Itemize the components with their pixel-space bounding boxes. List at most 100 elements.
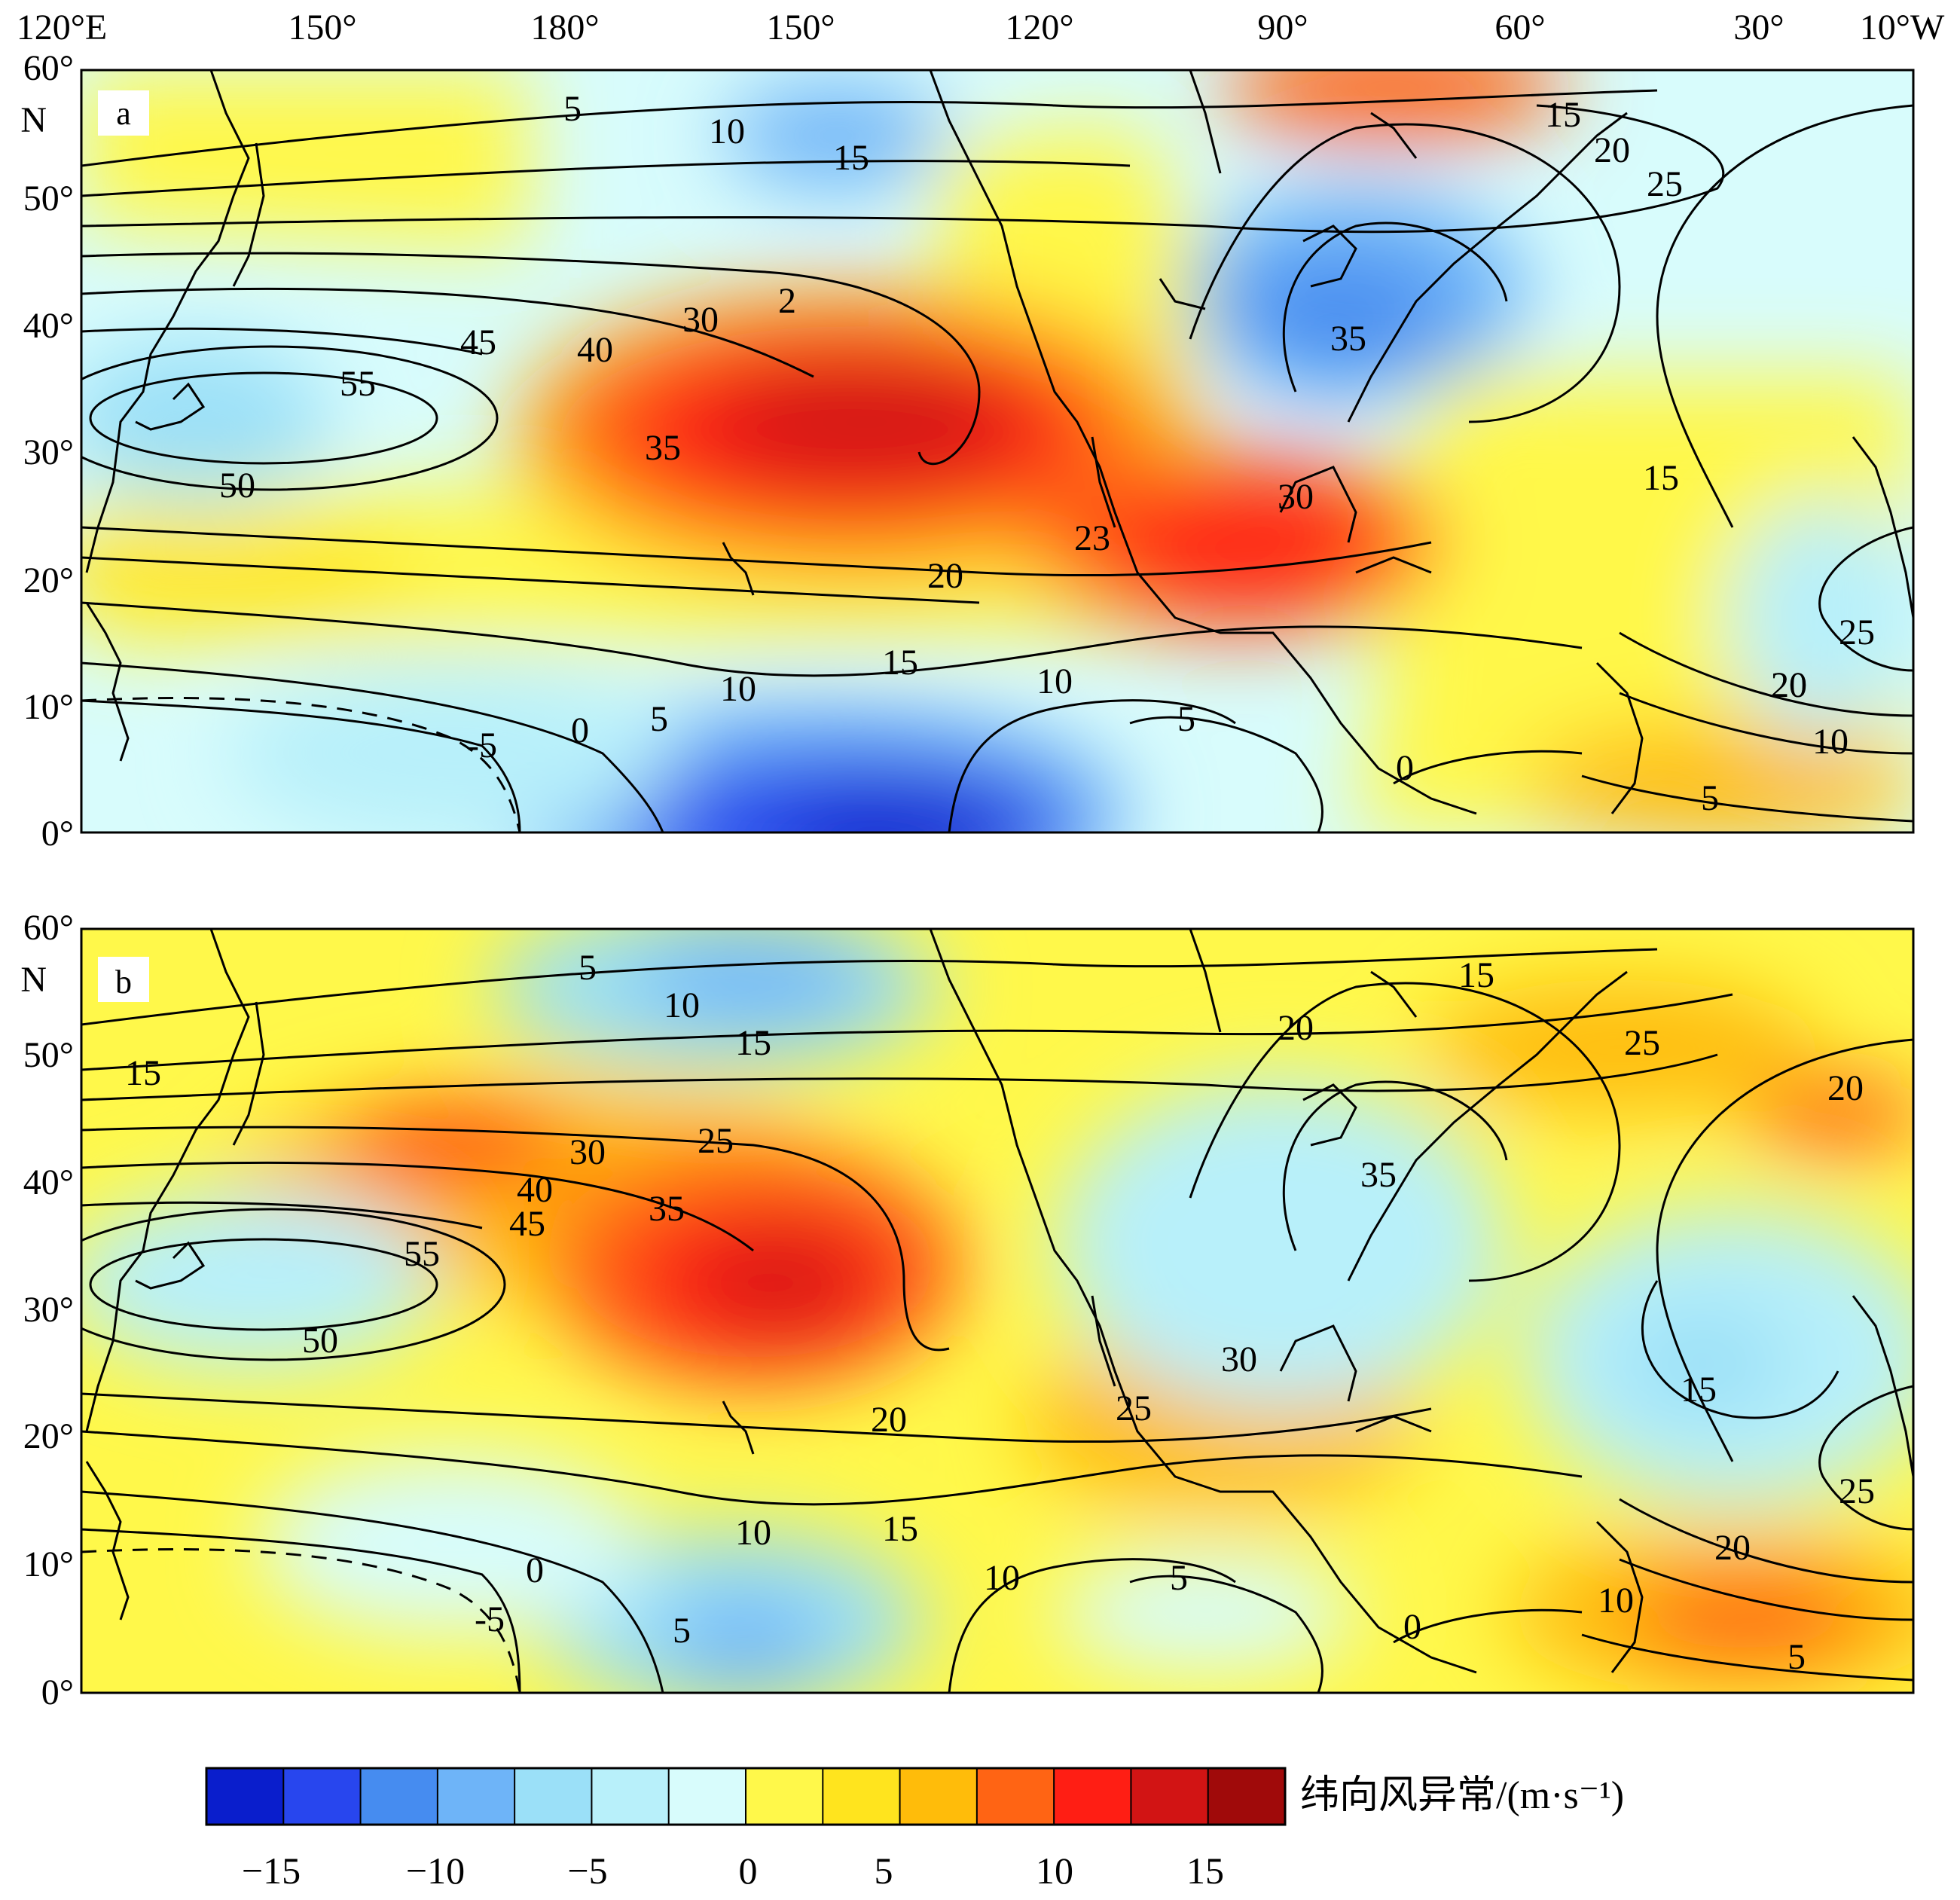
contour-labels-a: 5 10 15 15 20 25 2 30 35 40 45 55 50 35 …	[219, 89, 1875, 818]
coastlines-a	[85, 70, 1913, 815]
colorbar-cell	[514, 1767, 593, 1825]
north-marker: N	[20, 100, 47, 140]
contour-label: 50	[219, 466, 255, 506]
contours-a	[81, 89, 1913, 832]
colorbar: 纬向风异常/(m·s⁻¹) −15 −10 −5 0 5 10 15	[205, 1767, 1624, 1892]
lon-label: 120°	[1005, 8, 1073, 47]
contour-label: 25	[1839, 612, 1875, 652]
colorbar-cell	[591, 1767, 670, 1825]
cbar-tick: 10	[1036, 1850, 1073, 1892]
colorbar-cell	[282, 1767, 362, 1825]
anomaly-shading-a	[81, 70, 1913, 832]
contour-label: 25	[1647, 164, 1683, 204]
contour-label: 5	[1788, 1637, 1806, 1677]
colorbar-title: 纬向风异常/(m·s⁻¹)	[1300, 1774, 1624, 1817]
cbar-tick: −10	[406, 1850, 465, 1892]
contour-label: 10	[1812, 722, 1849, 762]
colorbar-cell	[822, 1767, 902, 1825]
contour-label: 20	[1771, 665, 1807, 705]
contour-label: 15	[882, 643, 918, 683]
contour-label: 45	[509, 1204, 545, 1244]
colorbar-cell	[359, 1767, 439, 1825]
lat-label: 30°	[23, 1290, 74, 1330]
panel-b: 5 10 15 15 20 25 20 15 30 25 40 35 45 55…	[20, 908, 1915, 1712]
contour-label: 5	[650, 699, 668, 739]
lat-label: 60°	[23, 908, 74, 948]
contour-label: 15	[1458, 955, 1494, 995]
contour-label: -5	[467, 725, 497, 765]
contour-label: 5	[673, 1611, 691, 1651]
contour-label: 20	[871, 1400, 907, 1440]
cbar-tick: 0	[739, 1850, 758, 1892]
latitude-axis-b: 60° 50° 40° 30° 20° 10° 0° N	[20, 908, 74, 1712]
contour-label: 5	[1170, 1558, 1188, 1598]
colorbar-cell	[899, 1767, 978, 1825]
lat-label: 0°	[41, 1672, 74, 1712]
contour-label: 0	[526, 1550, 544, 1590]
dashed-contour-b	[81, 1548, 521, 1693]
contour-label: 25	[698, 1121, 734, 1161]
contour-label: 35	[1360, 1155, 1397, 1195]
panel-tag-b: b	[115, 964, 132, 1000]
contour-label: 10	[1036, 661, 1073, 701]
lon-label: 120°E	[17, 8, 108, 47]
contour-label: 15	[1681, 1370, 1717, 1410]
contour-label: 25	[1624, 1023, 1660, 1063]
dashed-contour-a	[81, 697, 521, 832]
contour-label: 40	[577, 330, 613, 370]
lat-label: 50°	[23, 179, 74, 218]
colorbar-cell	[667, 1767, 747, 1825]
colorbar-cell	[206, 1767, 285, 1825]
panel-a: 5 10 15 15 20 25 2 30 35 40 45 55 50 35 …	[20, 48, 1915, 854]
lat-label: 10°	[23, 687, 74, 727]
contour-label: 5	[563, 89, 582, 129]
contour-label: 10	[720, 669, 756, 709]
panel-a-frame	[80, 69, 1915, 834]
lon-label: 150°	[766, 8, 835, 47]
latitude-axis-a: 60° 50° 40° 30° 20° 10° 0° N	[20, 48, 74, 854]
contour-label: 10	[735, 1513, 771, 1553]
contour-label: 15	[1545, 95, 1581, 135]
lat-label: 60°	[23, 48, 74, 88]
contour-label: 20	[1714, 1528, 1751, 1568]
contour-label: 15	[125, 1053, 161, 1093]
contour-label: 0	[571, 710, 589, 750]
colorbar-cell	[975, 1767, 1055, 1825]
contour-label: 35	[645, 428, 681, 468]
contour-label: 15	[882, 1509, 918, 1549]
lat-label: 10°	[23, 1544, 74, 1584]
contour-label: 0	[1396, 748, 1414, 788]
contour-label: 45	[460, 322, 496, 362]
contour-label: 15	[735, 1023, 771, 1063]
colorbar-cells	[206, 1767, 1287, 1825]
contour-label: 10	[1598, 1581, 1634, 1620]
longitude-axis: 120°E 150° 180° 150° 120° 90° 60° 30° 10…	[17, 8, 1945, 47]
contour-label: 30	[1221, 1339, 1257, 1379]
contour-label: 10	[984, 1558, 1020, 1598]
north-marker: N	[20, 960, 47, 1000]
lon-label: 90°	[1257, 8, 1308, 47]
contour-label: 20	[1278, 1008, 1314, 1048]
contour-label: 50	[302, 1321, 338, 1361]
lat-label: 30°	[23, 432, 74, 472]
contour-label: 15	[833, 138, 869, 178]
contour-label: 30	[569, 1132, 606, 1172]
contour-label: 55	[340, 364, 376, 404]
panel-tag-a: a	[116, 95, 131, 132]
lon-label: 60°	[1494, 8, 1545, 47]
contour-label: -5	[475, 1599, 505, 1639]
cbar-tick: −15	[242, 1850, 301, 1892]
lat-label: 0°	[41, 814, 74, 854]
contour-label: 30	[1278, 477, 1314, 517]
lon-label: 180°	[530, 8, 599, 47]
contour-label: 30	[682, 300, 719, 340]
contour-label: 25	[1839, 1471, 1875, 1511]
contour-label: 20	[927, 556, 963, 596]
cbar-tick: 5	[875, 1850, 893, 1892]
contour-label: 35	[649, 1189, 685, 1229]
contour-label: 10	[664, 985, 700, 1025]
contour-label: 20	[1827, 1068, 1864, 1108]
lat-label: 20°	[23, 1416, 74, 1456]
colorbar-ticks: −15 −10 −5 0 5 10 15	[242, 1850, 1224, 1892]
